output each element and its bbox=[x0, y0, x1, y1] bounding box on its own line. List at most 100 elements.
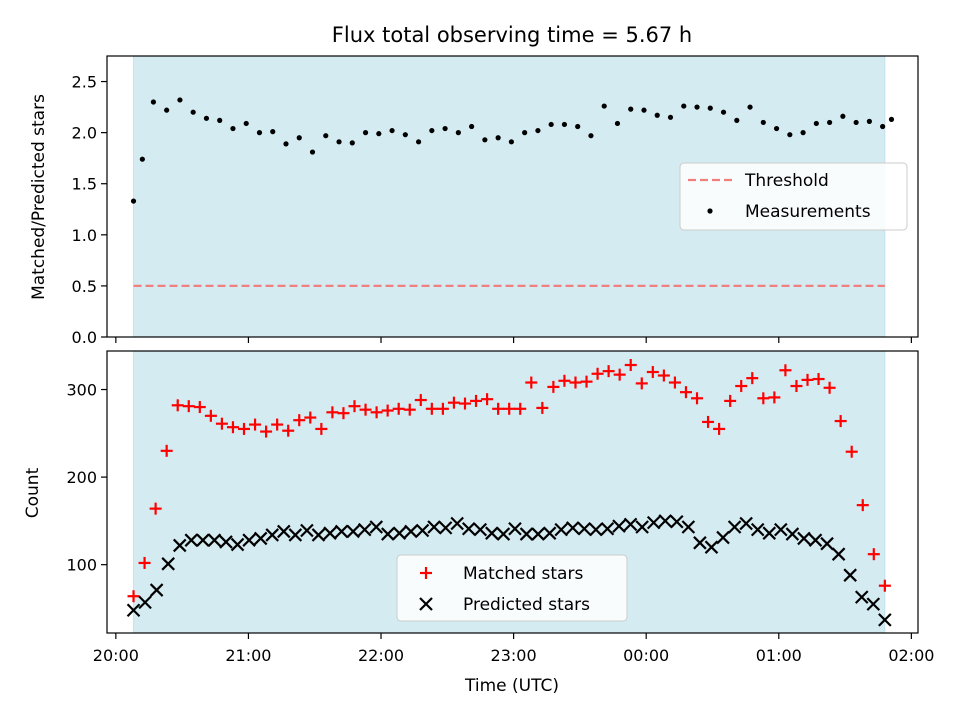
measurement-point bbox=[681, 103, 687, 109]
predicted-star-mark-b bbox=[346, 524, 360, 539]
predicted-star-mark-b bbox=[172, 538, 187, 553]
predicted-star-mark-b bbox=[438, 521, 453, 535]
predicted-star-mark-b bbox=[288, 528, 303, 542]
predicted-star-mark-b bbox=[461, 522, 476, 536]
measurement-point bbox=[614, 120, 621, 127]
predicted-star-point bbox=[415, 523, 430, 538]
y-axis-label-bottom: Count bbox=[23, 467, 43, 518]
matched-star-point bbox=[436, 402, 449, 415]
predicted-star-mark-b bbox=[161, 557, 175, 571]
matched-star-point bbox=[392, 402, 405, 415]
predicted-star-point bbox=[670, 514, 684, 529]
predicted-star-mark-b bbox=[357, 522, 372, 537]
predicted-star-mark-b bbox=[774, 522, 788, 537]
predicted-star-point bbox=[797, 531, 811, 546]
y-tick-label: 100 bbox=[66, 556, 97, 575]
measurement-point bbox=[389, 127, 395, 134]
predicted-star-point bbox=[496, 527, 511, 541]
measurement-point bbox=[130, 198, 137, 204]
predicted-star-point bbox=[589, 522, 603, 537]
measurement-point bbox=[190, 109, 196, 115]
predicted-star-point bbox=[693, 536, 707, 550]
matched-star-point bbox=[193, 401, 206, 414]
matched-star-point bbox=[138, 556, 151, 569]
x-tick-label: 21:00 bbox=[225, 646, 271, 665]
predicted-star-point bbox=[565, 521, 580, 535]
predicted-star-point bbox=[184, 533, 199, 547]
matched-star-point bbox=[624, 359, 637, 372]
predicted-star-mark-b bbox=[635, 520, 649, 534]
predicted-star-mark-b bbox=[843, 568, 857, 582]
measurement-point bbox=[150, 99, 157, 105]
matched-star-point bbox=[845, 445, 858, 458]
matched-star-point bbox=[238, 422, 251, 435]
measurement-point bbox=[548, 121, 554, 128]
predicted-star-point bbox=[623, 517, 638, 532]
matched-star-point bbox=[514, 402, 527, 415]
predicted-star-mark-b bbox=[126, 603, 141, 618]
predicted-star-mark-b bbox=[831, 547, 846, 561]
measurement-point bbox=[853, 119, 859, 126]
y-axis-label-top: Matched/Predicted stars bbox=[29, 94, 49, 300]
measurement-point bbox=[667, 114, 674, 120]
predicted-star-mark-b bbox=[508, 522, 522, 536]
predicted-star-point bbox=[461, 522, 476, 536]
matched-star-point bbox=[713, 422, 726, 435]
predicted-star-mark-b bbox=[716, 530, 730, 545]
predicted-star-mark-b bbox=[265, 528, 280, 542]
matched-star-point bbox=[878, 579, 891, 592]
x-axis-label: Time (UTC) bbox=[464, 676, 559, 696]
matched-star-point bbox=[867, 548, 880, 561]
measurement-point bbox=[309, 149, 316, 155]
x-tick-label: 20:00 bbox=[93, 646, 139, 665]
matched-star-point bbox=[812, 373, 825, 386]
matched-star-point bbox=[613, 368, 626, 381]
predicted-star-point bbox=[854, 590, 869, 604]
predicted-star-mark-b bbox=[854, 590, 869, 604]
matched-star-point bbox=[182, 400, 195, 413]
predicted-star-point bbox=[739, 516, 753, 531]
predicted-star-mark-b bbox=[670, 514, 684, 529]
matched-star-point bbox=[569, 376, 582, 389]
matched-star-point bbox=[525, 376, 538, 389]
predicted-star-mark-b bbox=[450, 516, 464, 531]
predicted-star-point bbox=[404, 524, 418, 539]
predicted-star-mark-b bbox=[808, 533, 823, 547]
predicted-star-mark-b bbox=[323, 526, 337, 540]
predicted-star-point bbox=[253, 531, 268, 546]
matched-star-point bbox=[823, 381, 836, 394]
predicted-star-point bbox=[311, 528, 326, 542]
measurement-point bbox=[628, 106, 634, 112]
measurement-point bbox=[442, 125, 448, 132]
predicted-star-mark-b bbox=[542, 526, 557, 540]
predicted-star-mark-b bbox=[623, 517, 638, 532]
y-tick-label: 1.5 bbox=[72, 175, 97, 194]
predicted-star-point bbox=[600, 522, 615, 536]
matched-star-point bbox=[735, 380, 748, 393]
matched-star-point bbox=[127, 590, 140, 603]
predicted-star-point bbox=[196, 533, 210, 547]
predicted-star-mark-b bbox=[381, 527, 395, 541]
matched-star-point bbox=[171, 399, 184, 412]
predicted-star-point bbox=[843, 568, 857, 582]
measurement-point bbox=[694, 104, 700, 110]
predicted-star-mark-b bbox=[196, 533, 210, 547]
matched-star-point bbox=[414, 394, 427, 407]
predicted-star-point bbox=[704, 540, 719, 554]
matched-star-point bbox=[492, 402, 505, 415]
measurement-point bbox=[827, 119, 833, 126]
predicted-star-mark-b bbox=[427, 520, 441, 534]
measurement-point bbox=[866, 118, 872, 124]
matched-star-point bbox=[801, 373, 814, 386]
matched-star-point bbox=[481, 393, 494, 406]
measurement-point bbox=[139, 156, 145, 162]
measurement-point bbox=[707, 105, 713, 111]
x-tick-label: 00:00 bbox=[623, 646, 669, 665]
predicted-star-point bbox=[866, 597, 881, 611]
measurement-point bbox=[455, 130, 461, 136]
matched-star-point bbox=[470, 394, 483, 407]
measurement-point bbox=[747, 104, 753, 110]
matched-star-point bbox=[326, 406, 339, 419]
predicted-star-mark-b bbox=[554, 522, 568, 537]
predicted-star-mark-b bbox=[369, 520, 384, 534]
